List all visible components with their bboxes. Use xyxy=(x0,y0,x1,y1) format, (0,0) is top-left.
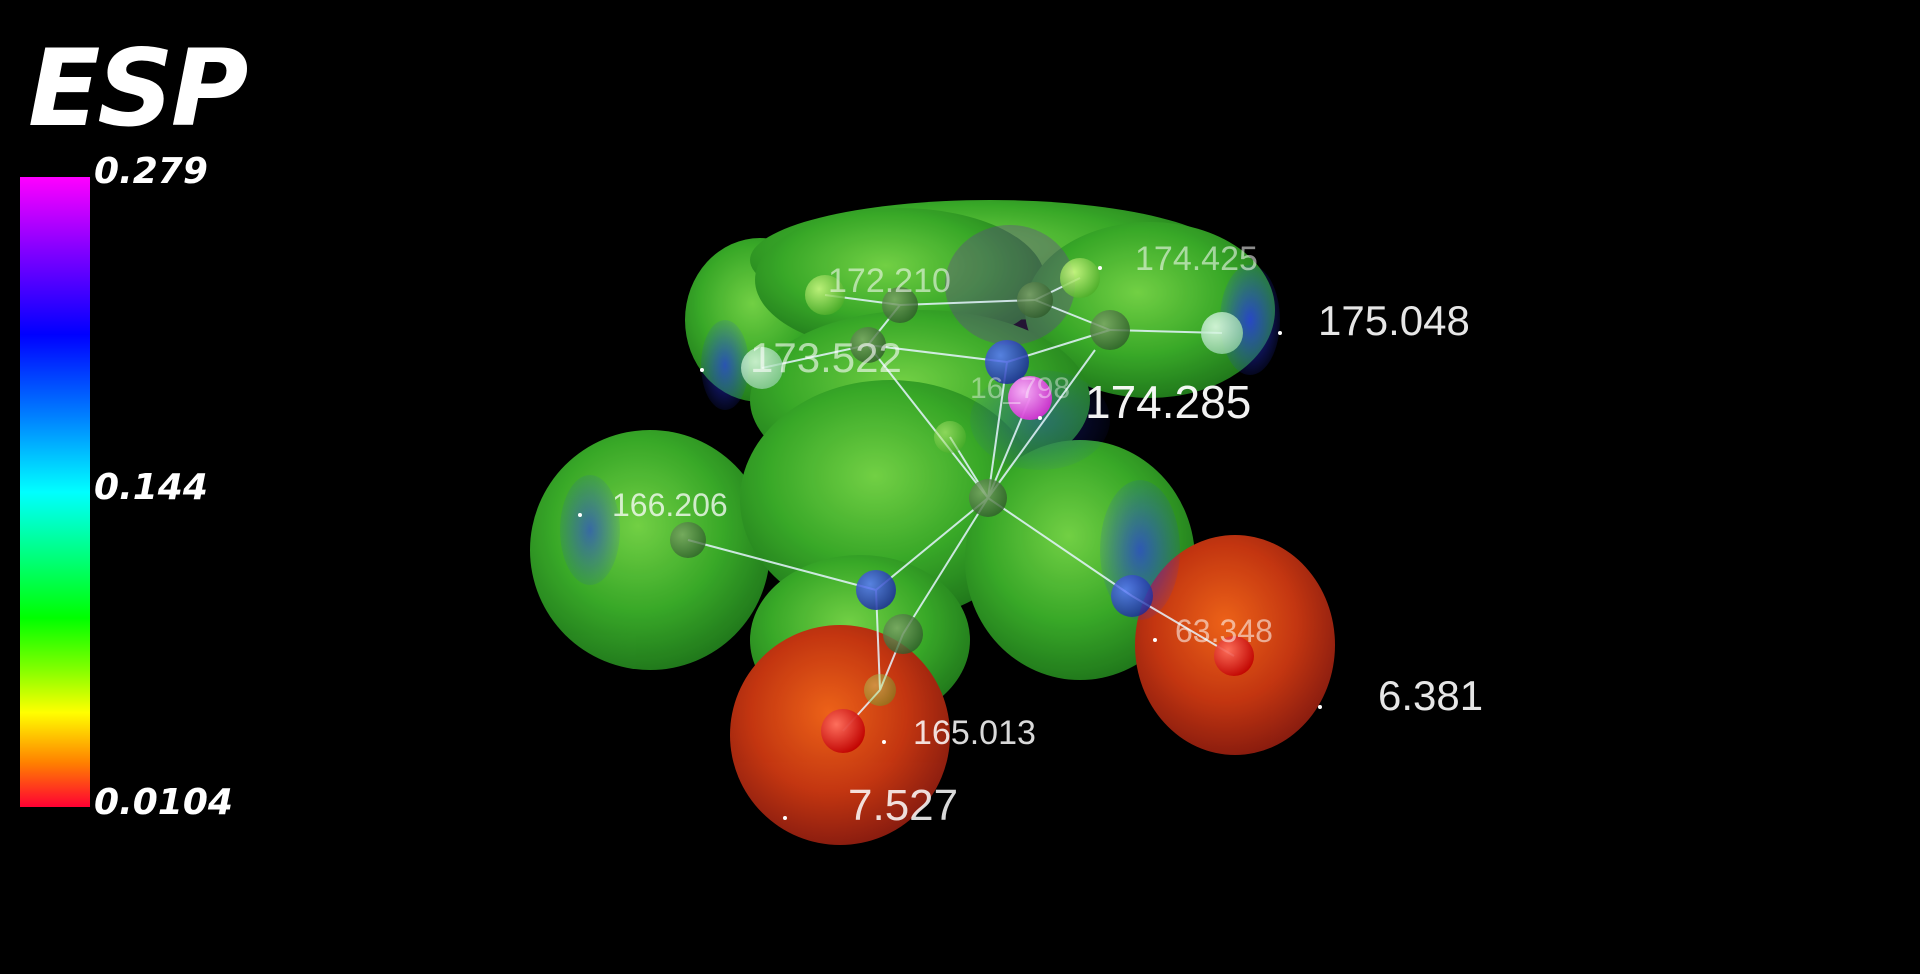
shift-label: 175.048 xyxy=(1318,297,1470,344)
shift-label: 16_798 xyxy=(970,372,1070,405)
shift-label: 166.206 xyxy=(612,487,728,523)
shift-label: 7.527 xyxy=(848,781,958,830)
shift-label: 173.522 xyxy=(750,334,902,381)
shift-label: 174.285 xyxy=(1085,376,1251,428)
shift-label: 165.013 xyxy=(913,714,1036,752)
shift-label: 6.381 xyxy=(1378,672,1483,719)
shift-label: 174.425 xyxy=(1135,240,1258,278)
shift-label: 172.210 xyxy=(828,262,951,300)
shift-label: 63.348 xyxy=(1175,613,1273,649)
